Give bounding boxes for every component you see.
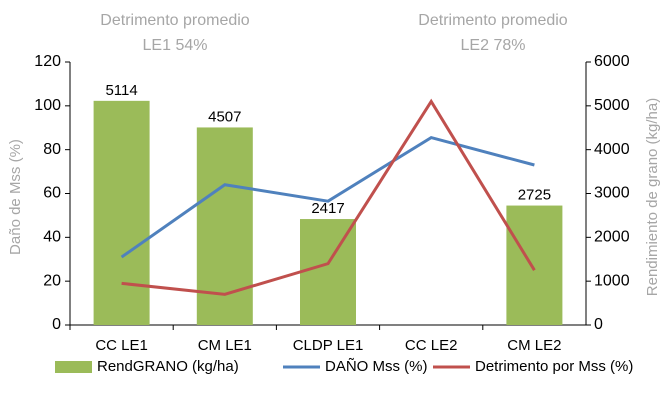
y-tick-label: 0 [52, 316, 61, 333]
x-tick-label: CLDP LE1 [293, 337, 364, 354]
y2-tick-label: 2000 [594, 229, 630, 246]
line [120, 135, 535, 259]
annotation: Detrimento promedio [418, 12, 568, 29]
x-tick-label: CC LE1 [95, 337, 148, 354]
y2-axis-title: Rendimiento de grano (kg/ha) [644, 98, 661, 296]
y2-tick-label: 3000 [594, 185, 630, 202]
annotation: LE1 54% [143, 37, 208, 54]
line [121, 98, 536, 296]
legend-label: Detrimento por Mss (%) [475, 358, 633, 375]
data-label: 4507 [208, 108, 241, 125]
x-tick-label: CC LE2 [405, 337, 458, 354]
data-label: 2725 [518, 187, 551, 204]
y-tick-label: 120 [34, 53, 61, 70]
y-tick-label: 100 [34, 97, 61, 114]
bar [93, 100, 150, 325]
annotation: LE2 78% [461, 37, 526, 54]
y-tick-label: 20 [43, 272, 61, 289]
y2-tick-label: 5000 [594, 97, 630, 114]
legend-label: RendGRANO (kg/ha) [97, 358, 239, 375]
y-tick-label: 80 [43, 141, 61, 158]
y-tick-label: 40 [43, 229, 61, 246]
legend-swatch [55, 361, 92, 373]
bar [506, 205, 563, 325]
y-tick-label: 60 [43, 185, 61, 202]
x-tick-label: CM LE2 [507, 337, 561, 354]
legend-label: DAÑO Mss (%) [325, 358, 428, 375]
data-label: 5114 [105, 82, 137, 99]
x-tick-label: CM LE1 [198, 337, 252, 354]
y2-tick-label: 1000 [594, 272, 630, 289]
y2-tick-label: 6000 [594, 53, 630, 70]
y-axis-title: Daño de Mss (%) [7, 139, 24, 255]
y2-tick-label: 0 [594, 316, 603, 333]
data-label: 2417 [311, 200, 344, 217]
y2-tick-label: 4000 [594, 141, 630, 158]
annotation: Detrimento promedio [100, 12, 250, 29]
